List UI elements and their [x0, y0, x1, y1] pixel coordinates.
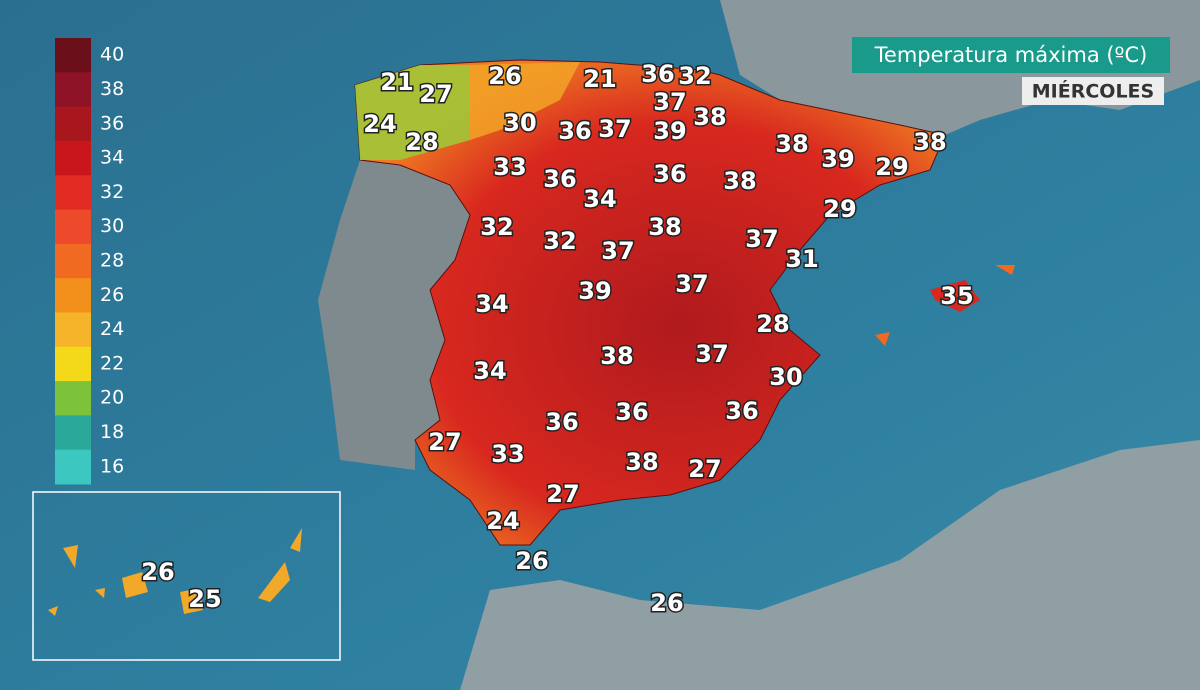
legend-swatch	[55, 449, 91, 485]
title-box	[852, 37, 1170, 73]
temperature-labels: 21 27 26 21 36 32 37 38 24 30 36 37 39 2…	[140, 59, 975, 619]
temp-label: 36	[545, 408, 578, 436]
legend-label: 30	[100, 215, 124, 237]
temp-label: 32	[480, 213, 513, 241]
temp-label: 34	[473, 357, 506, 385]
legend-swatch	[55, 312, 91, 348]
legend-swatch	[55, 72, 91, 108]
temp-label: 26	[650, 589, 683, 617]
temp-label: 26	[515, 547, 548, 575]
map-title: Temperatura máxima (ºC)	[874, 43, 1148, 67]
legend-label: 36	[100, 112, 124, 134]
portugal	[318, 160, 470, 470]
legend-label: 32	[100, 181, 124, 203]
legend-label: 18	[100, 421, 124, 443]
legend-label: 40	[100, 44, 124, 66]
legend-swatch	[55, 278, 91, 313]
legend: 40 38 36 34 32 30 28 26 24 22 20 18 16	[55, 38, 124, 485]
day-label: MIÉRCOLES	[1032, 80, 1154, 103]
temp-label: 37	[675, 270, 708, 298]
legend-label: 26	[100, 284, 124, 306]
temp-label: 31	[785, 245, 818, 273]
temp-label: 27	[546, 480, 579, 508]
legend-swatch	[55, 209, 91, 245]
temp-label: 27	[428, 428, 461, 456]
temp-label: 30	[503, 109, 536, 137]
temp-label: 38	[775, 130, 808, 158]
legend-label: 20	[100, 387, 124, 409]
legend-swatch	[55, 346, 91, 382]
temp-label: 37	[598, 115, 631, 143]
temp-label: 39	[578, 277, 611, 305]
galicia-zone	[355, 65, 470, 160]
temp-label: 29	[875, 153, 908, 181]
temp-label: 36	[653, 160, 686, 188]
legend-swatch	[55, 381, 91, 416]
temp-label: 27	[688, 455, 721, 483]
temp-label: 36	[558, 117, 591, 145]
mallorca	[930, 280, 980, 312]
legend-swatch	[55, 415, 91, 451]
legend-label: 28	[100, 250, 124, 272]
temp-label: 37	[695, 340, 728, 368]
menorca	[995, 265, 1015, 275]
temp-label: 29	[823, 195, 856, 223]
legend-label: 22	[100, 352, 124, 374]
legend-swatch	[55, 243, 91, 279]
legend-label: 38	[100, 78, 124, 100]
temp-label: 36	[615, 398, 648, 426]
temp-label: 36	[543, 165, 576, 193]
legend-swatch	[55, 106, 91, 142]
temp-label: 26	[488, 62, 521, 90]
temp-label: 33	[491, 440, 524, 468]
legend-label: 24	[100, 318, 124, 340]
temp-label: 38	[693, 103, 726, 131]
cantabria-zone	[470, 62, 580, 140]
legend-swatch	[55, 140, 91, 176]
africa	[460, 440, 1200, 690]
temp-label: 36	[725, 397, 758, 425]
temp-label: 38	[625, 448, 658, 476]
temp-label: 25	[188, 585, 221, 613]
temp-label: 21	[583, 65, 616, 93]
spain	[354, 59, 946, 546]
canary-inset	[32, 491, 341, 661]
temp-label: 28	[405, 128, 438, 156]
temp-label: 28	[756, 310, 789, 338]
temp-label: 38	[913, 128, 946, 156]
temp-label: 34	[475, 290, 508, 318]
ibiza	[875, 332, 890, 346]
temp-label: 26	[141, 558, 174, 586]
temp-label: 24	[486, 507, 519, 535]
temp-label: 37	[653, 88, 686, 116]
temp-label: 35	[940, 282, 973, 310]
legend-label: 34	[100, 147, 124, 169]
temp-label: 27	[419, 80, 452, 108]
temp-label: 34	[583, 185, 616, 213]
temp-label: 39	[821, 145, 854, 173]
temp-label: 32	[543, 227, 576, 255]
temp-label: 24	[363, 110, 396, 138]
temp-label: 32	[678, 62, 711, 90]
temp-label: 33	[493, 153, 526, 181]
legend-swatch	[55, 175, 91, 211]
temp-label: 30	[769, 363, 802, 391]
temp-label: 38	[600, 342, 633, 370]
temp-label: 36	[641, 60, 674, 88]
temp-label: 37	[601, 237, 634, 265]
day-box	[1022, 77, 1164, 105]
temp-label: 38	[648, 213, 681, 241]
legend-label: 16	[100, 455, 124, 477]
temp-label: 39	[653, 117, 686, 145]
temp-label: 21	[380, 68, 413, 96]
legend-swatch	[55, 38, 91, 73]
temp-label: 38	[723, 167, 756, 195]
temp-label: 37	[745, 225, 778, 253]
